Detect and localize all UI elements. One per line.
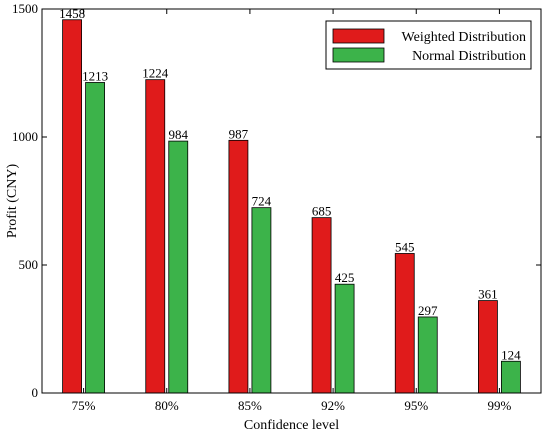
legend-label-normal: Normal Distribution <box>412 49 526 64</box>
bar-value-label: 987 <box>229 126 249 141</box>
bar-value-label: 124 <box>501 347 521 362</box>
bar-value-label: 1224 <box>142 66 169 81</box>
plot-frame <box>41 8 542 394</box>
bar-weighted <box>478 300 498 394</box>
x-tick-label: 80% <box>155 398 179 413</box>
y-tick-label: 500 <box>19 257 39 272</box>
legend-swatch-weighted <box>332 28 385 44</box>
legend: Weighted Distribution Normal Distribution <box>325 20 532 70</box>
bar-value-label: 1458 <box>59 6 85 21</box>
bar-value-label: 425 <box>335 270 355 285</box>
bar-value-label: 724 <box>252 194 272 209</box>
bar-value-label: 297 <box>418 303 438 318</box>
x-tick-label: 99% <box>487 398 511 413</box>
bar-value-label: 984 <box>169 127 189 142</box>
x-axis-ticks: 75% 80% 85% 92% 95% 99% <box>72 9 511 413</box>
bar-weighted <box>145 79 166 394</box>
x-tick-label: 92% <box>321 398 345 413</box>
legend-swatch-normal <box>332 47 385 63</box>
bar-weighted <box>394 253 415 394</box>
bar-weighted <box>228 139 249 394</box>
bar-weighted <box>62 19 82 394</box>
bar-normal <box>334 283 355 394</box>
x-axis-title: Confidence level <box>244 418 339 432</box>
bar-value-label: 685 <box>312 204 332 219</box>
y-tick-label: 1000 <box>12 129 38 144</box>
y-tick-label: 1500 <box>12 1 38 16</box>
bar-normal <box>168 140 189 394</box>
legend-label-weighted: Weighted Distribution <box>402 30 526 45</box>
y-axis-title: Profit (CNY) <box>5 164 20 239</box>
x-tick-label: 85% <box>238 398 262 413</box>
y-axis-ticks: 0 500 1000 1500 <box>12 1 541 400</box>
data-labels-layer: 1458 1213 1224 984 987 724 685 425 545 297 361 124 <box>59 6 521 363</box>
bar-normal <box>501 360 521 394</box>
x-tick-label: 95% <box>404 398 428 413</box>
bar-normal <box>417 316 438 394</box>
y-tick-label: 0 <box>32 385 39 400</box>
bar-normal <box>251 207 272 394</box>
bar-value-label: 1213 <box>82 68 108 83</box>
bar-value-label: 545 <box>395 239 415 254</box>
x-tick-label: 75% <box>72 398 96 413</box>
bar-normal <box>85 82 105 394</box>
bar-weighted <box>311 217 332 394</box>
bar-value-label: 361 <box>478 287 498 302</box>
bars-layer <box>62 19 521 394</box>
